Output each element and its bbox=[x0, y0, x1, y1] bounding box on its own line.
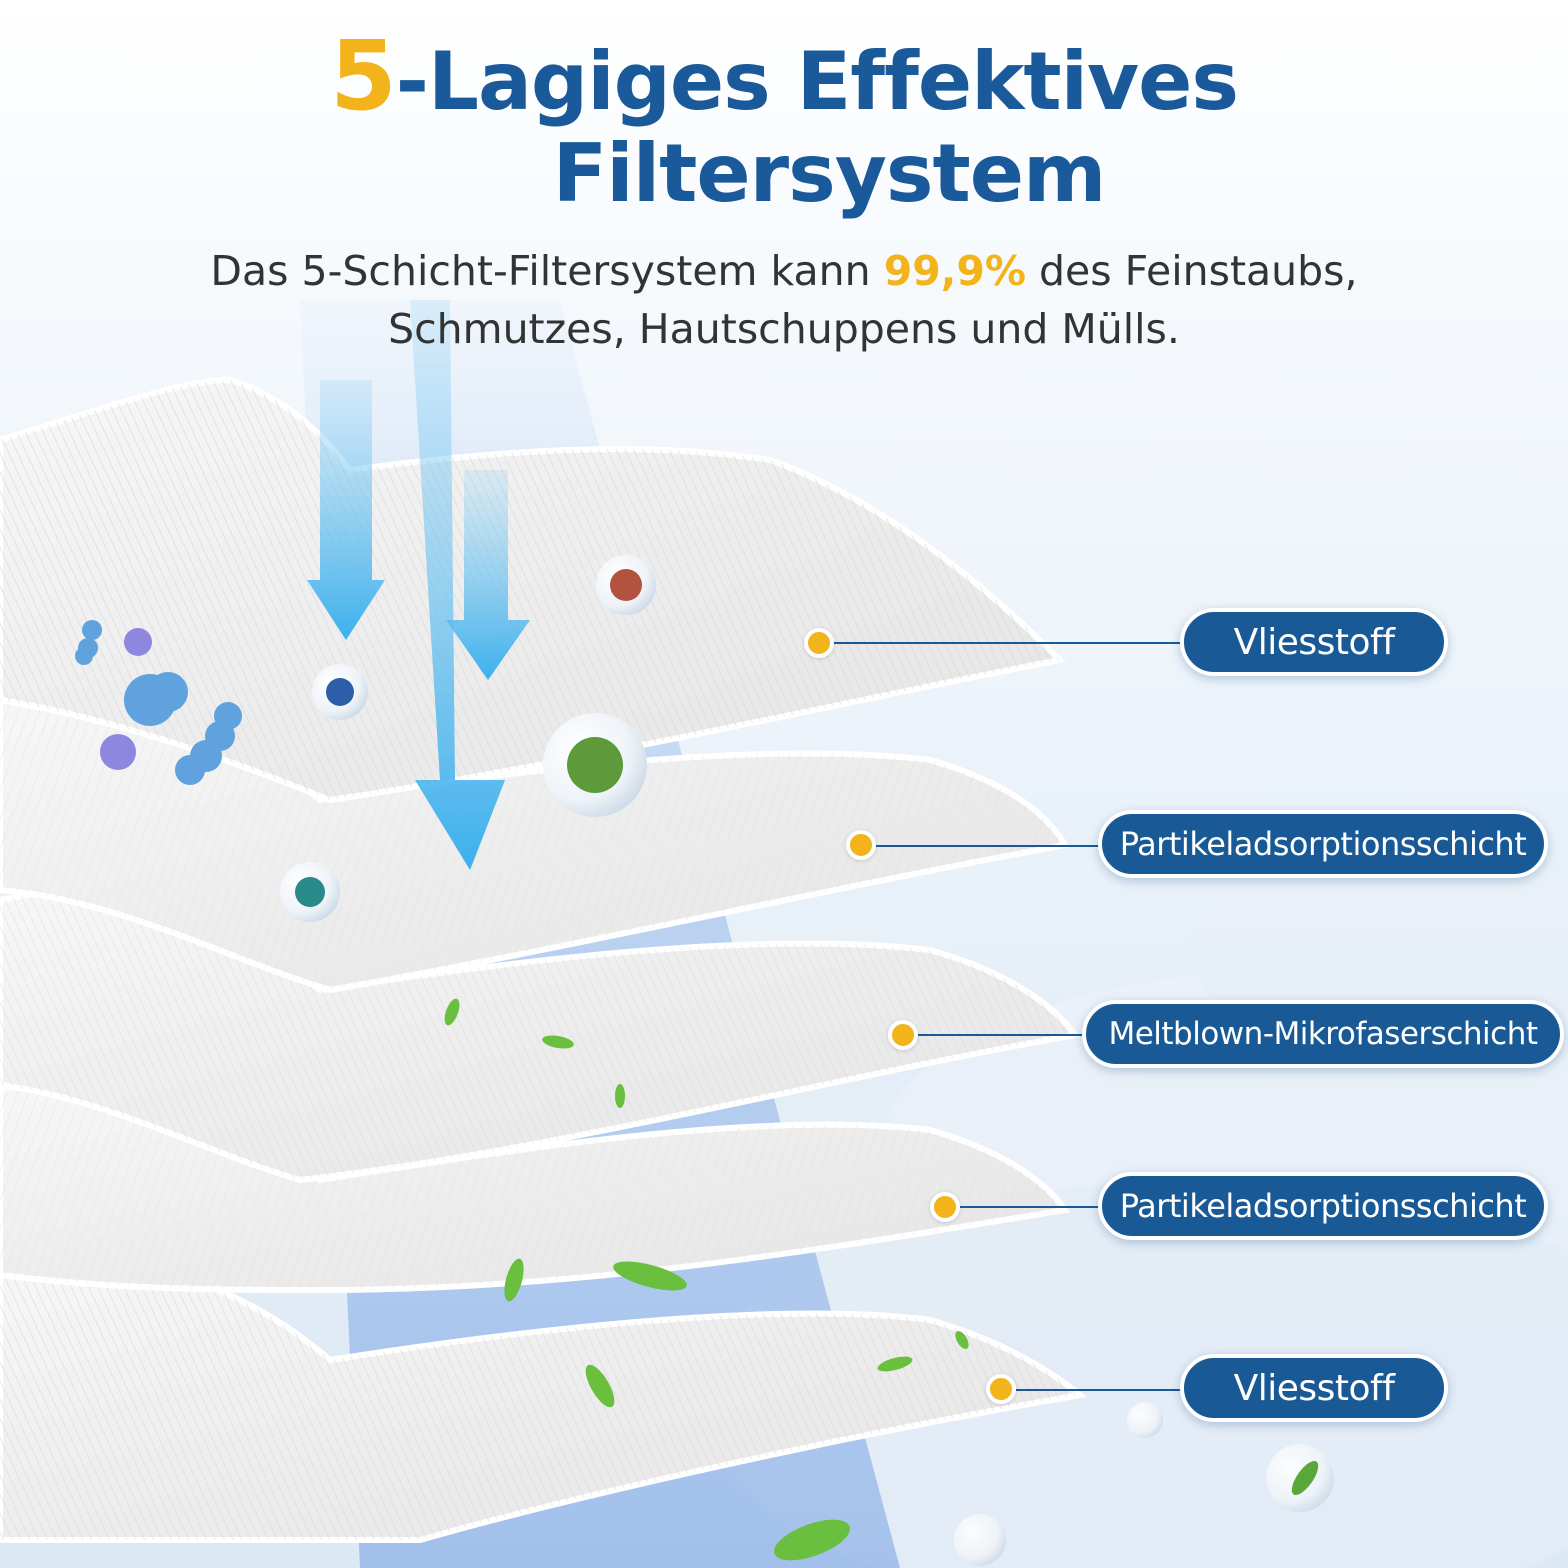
subline-after: des Feinstaubs, bbox=[1039, 247, 1358, 295]
layer-4-connector bbox=[960, 1206, 1106, 1208]
headline-number: 5 bbox=[329, 20, 397, 132]
headline-line2: Filtersystem bbox=[552, 127, 1107, 220]
subline-percent: 99,9% bbox=[883, 247, 1026, 295]
layer-3-label: Meltblown-Mikrofaserschicht bbox=[1082, 1000, 1564, 1068]
layer-1-dot bbox=[804, 628, 834, 658]
leaf-icon bbox=[444, 998, 969, 1561]
headline-line1: -Lagiges Effektives bbox=[395, 35, 1239, 128]
filter-sheet-5 bbox=[0, 1259, 1087, 1543]
filter-sheet-1 bbox=[0, 376, 1067, 804]
filter-sheet-4 bbox=[0, 1078, 1071, 1294]
bacteria-icon bbox=[75, 620, 242, 785]
layer-5-dot bbox=[986, 1374, 1016, 1404]
layer-2-connector bbox=[876, 845, 1106, 847]
layer-5-connector bbox=[1016, 1389, 1184, 1391]
subline: Das 5-Schicht-Filtersystem kann 99,9% de… bbox=[0, 242, 1568, 358]
layer-4-label: Partikeladsorptionsschicht bbox=[1098, 1172, 1548, 1240]
layer-2-dot bbox=[846, 830, 876, 860]
bubble-icon bbox=[954, 1402, 1334, 1566]
layer-4-dot bbox=[930, 1192, 960, 1222]
subline-before: Das 5-Schicht-Filtersystem kann bbox=[210, 247, 871, 295]
subline-line2: Schmutzes, Hautschuppens und Mülls. bbox=[388, 305, 1180, 353]
layer-3-dot bbox=[888, 1020, 918, 1050]
airflow-arrow-icon bbox=[307, 300, 530, 870]
headline: 5-Lagiges Effektives Filtersystem bbox=[0, 28, 1568, 220]
layer-2-label: Partikeladsorptionsschicht bbox=[1098, 810, 1548, 878]
layer-3-connector bbox=[918, 1034, 1088, 1036]
germ-icon bbox=[100, 555, 656, 922]
layer-1-connector bbox=[834, 642, 1184, 644]
layer-1-label: Vliesstoff bbox=[1180, 608, 1448, 676]
layer-5-label: Vliesstoff bbox=[1180, 1354, 1448, 1422]
